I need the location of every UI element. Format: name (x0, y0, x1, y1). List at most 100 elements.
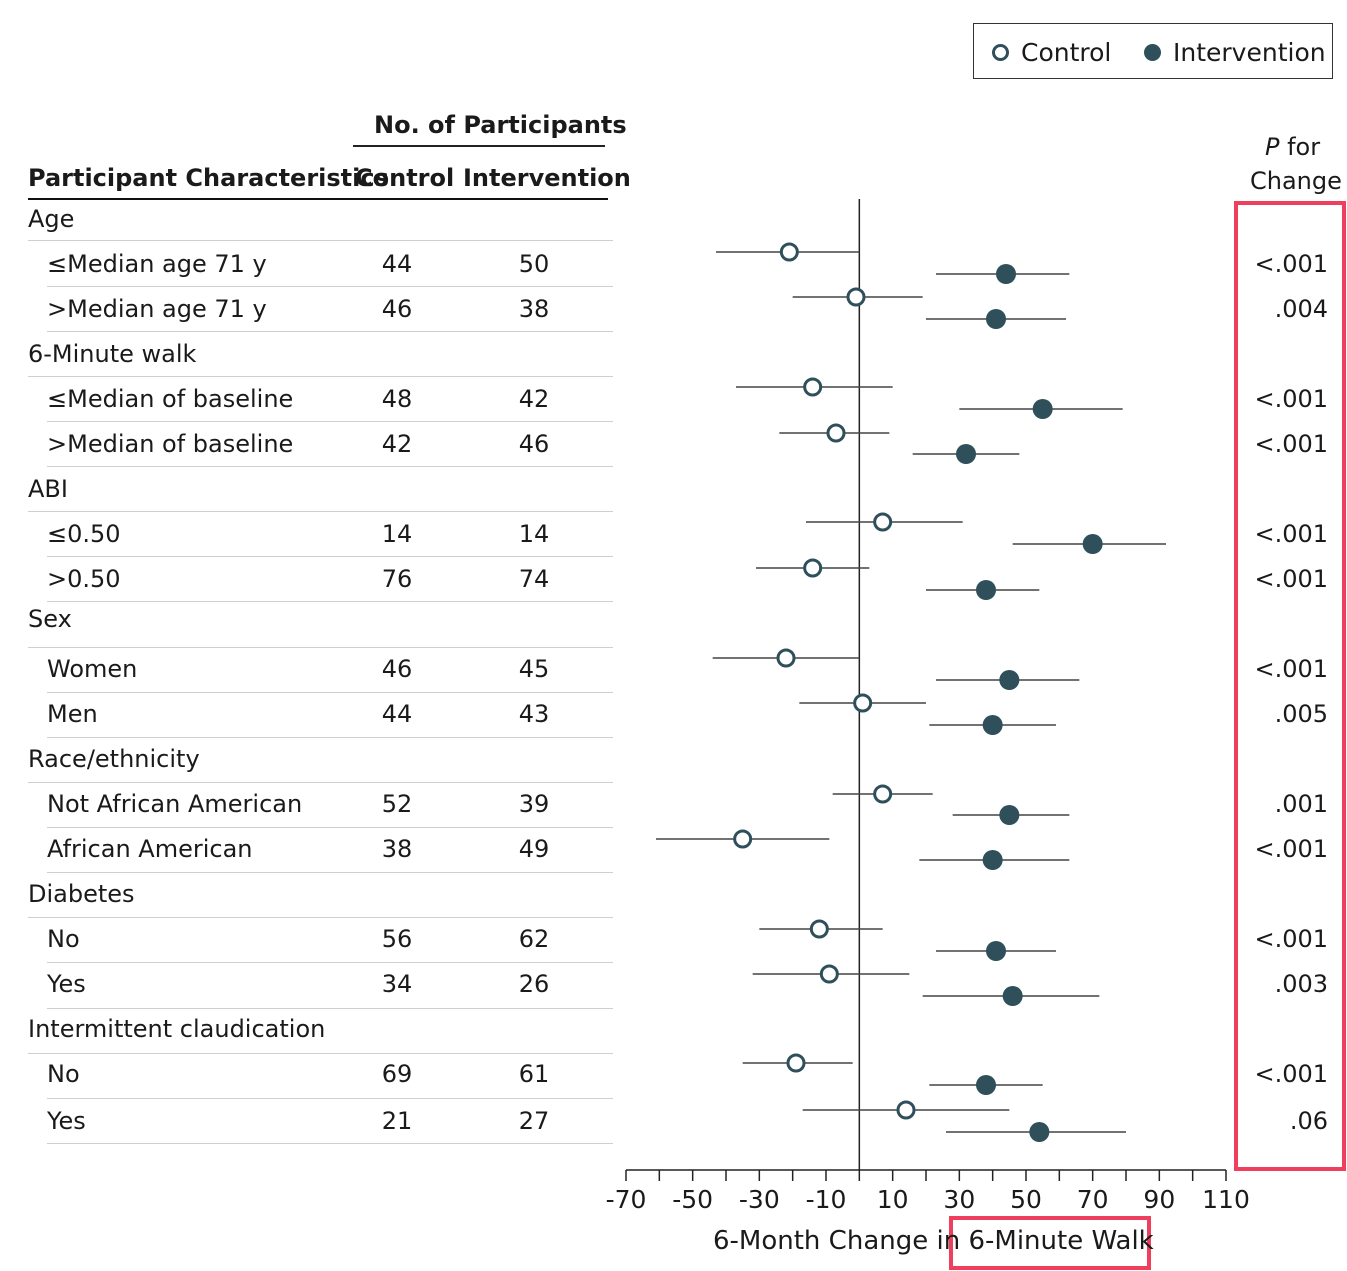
row-divider (47, 872, 613, 873)
pvalue-highlight-box (1234, 201, 1346, 1171)
control-count: 14 (381, 520, 413, 548)
control-count: 46 (381, 295, 413, 323)
intervention-count: 42 (518, 385, 550, 413)
x-axis-tick-label: -10 (806, 1185, 847, 1214)
control-count: 21 (381, 1107, 413, 1135)
subgroup-label: Not African American (47, 790, 303, 818)
control-point (873, 512, 893, 532)
xlabel-highlight-box (949, 1216, 1151, 1270)
legend-item-control: Control (992, 24, 1111, 80)
control-point (786, 1053, 806, 1073)
legend: Control Intervention (973, 23, 1333, 79)
control-count: 52 (381, 790, 413, 818)
pvalue-column-header: P for Change (1250, 130, 1342, 198)
legend-control-label: Control (1021, 37, 1112, 67)
row-divider (47, 1098, 613, 1099)
row-divider (47, 1143, 613, 1144)
p-value: <.001 (1254, 925, 1328, 953)
control-point (873, 784, 893, 804)
category-label: Diabetes (28, 880, 135, 908)
legend-intervention-label: Intervention (1173, 37, 1326, 67)
control-point (846, 287, 866, 307)
pvalue-header-p: P (1264, 133, 1280, 161)
subgroup-label: African American (47, 835, 253, 863)
control-point (776, 648, 796, 668)
control-count: 38 (381, 835, 413, 863)
intervention-count: 46 (518, 430, 550, 458)
p-value: .06 (1289, 1107, 1328, 1135)
intervention-count: 62 (518, 925, 550, 953)
intervention-point (999, 805, 1020, 825)
x-axis-tick-label: -30 (739, 1185, 780, 1214)
intervention-count: 50 (518, 250, 550, 278)
control-count: 48 (381, 385, 413, 413)
intervention-point (999, 670, 1020, 690)
intervention-count: 74 (518, 565, 550, 593)
subgroup-label: No (47, 1060, 80, 1088)
subgroup-label: Yes (47, 1107, 86, 1135)
category-label: Intermittent claudication (28, 1015, 326, 1043)
row-divider (28, 647, 613, 648)
category-label: Race/ethnicity (28, 745, 200, 773)
row-divider (47, 466, 613, 467)
row-divider (47, 827, 613, 828)
intervention-point (982, 850, 1003, 870)
x-axis-tick-label: 50 (1010, 1185, 1042, 1214)
header-rule (28, 198, 608, 200)
control-count: 46 (381, 655, 413, 683)
p-value: <.001 (1254, 835, 1328, 863)
control-column-header: Control (355, 164, 455, 192)
row-divider (28, 782, 613, 783)
intervention-marker-icon (1144, 43, 1161, 61)
intervention-point (986, 941, 1006, 961)
intervention-point (1082, 534, 1103, 554)
characteristic-column-header: Participant Characteristics (28, 164, 389, 192)
intervention-point (956, 444, 976, 464)
x-axis-label-part1: 6-Month Change in (713, 1226, 961, 1256)
intervention-point (986, 309, 1006, 329)
row-divider (47, 962, 613, 963)
intervention-count: 49 (518, 835, 550, 863)
row-divider (28, 240, 613, 241)
control-count: 44 (381, 700, 413, 728)
category-label: 6-Minute walk (28, 340, 197, 368)
p-value: .004 (1274, 295, 1328, 323)
p-value: <.001 (1254, 520, 1328, 548)
subgroup-label: ≤Median age 71 y (47, 250, 267, 278)
x-axis-tick-label: -70 (606, 1185, 647, 1214)
p-value: <.001 (1254, 1060, 1328, 1088)
x-axis-tick-label: -50 (672, 1185, 713, 1214)
row-divider (47, 692, 613, 693)
category-label: Age (28, 205, 75, 233)
intervention-count: 38 (518, 295, 550, 323)
row-divider (28, 376, 613, 377)
group-header-rule (353, 145, 605, 147)
p-value: <.001 (1254, 430, 1328, 458)
intervention-point (976, 1075, 996, 1095)
control-count: 34 (381, 970, 413, 998)
intervention-count: 26 (518, 970, 550, 998)
subgroup-label: >Median of baseline (47, 430, 294, 458)
intervention-point (996, 264, 1016, 284)
control-count: 56 (381, 925, 413, 953)
control-point (896, 1100, 916, 1120)
intervention-count: 39 (518, 790, 550, 818)
control-point (809, 919, 829, 939)
control-count: 69 (381, 1060, 413, 1088)
subgroup-label: ≤0.50 (47, 520, 121, 548)
participants-group-header: No. of Participants (374, 111, 627, 139)
row-divider (47, 286, 613, 287)
control-point (853, 693, 873, 713)
control-point (819, 964, 839, 984)
pvalue-header-change: Change (1250, 167, 1342, 195)
x-axis-tick-label: 110 (1202, 1185, 1250, 1214)
category-label: Sex (28, 605, 72, 633)
x-axis-tick-label: 70 (1077, 1185, 1109, 1214)
x-axis-tick-label: 10 (877, 1185, 909, 1214)
x-axis-tick-label: 90 (1143, 1185, 1175, 1214)
control-marker-icon (992, 43, 1009, 61)
subgroup-label: No (47, 925, 80, 953)
row-divider (47, 331, 613, 332)
